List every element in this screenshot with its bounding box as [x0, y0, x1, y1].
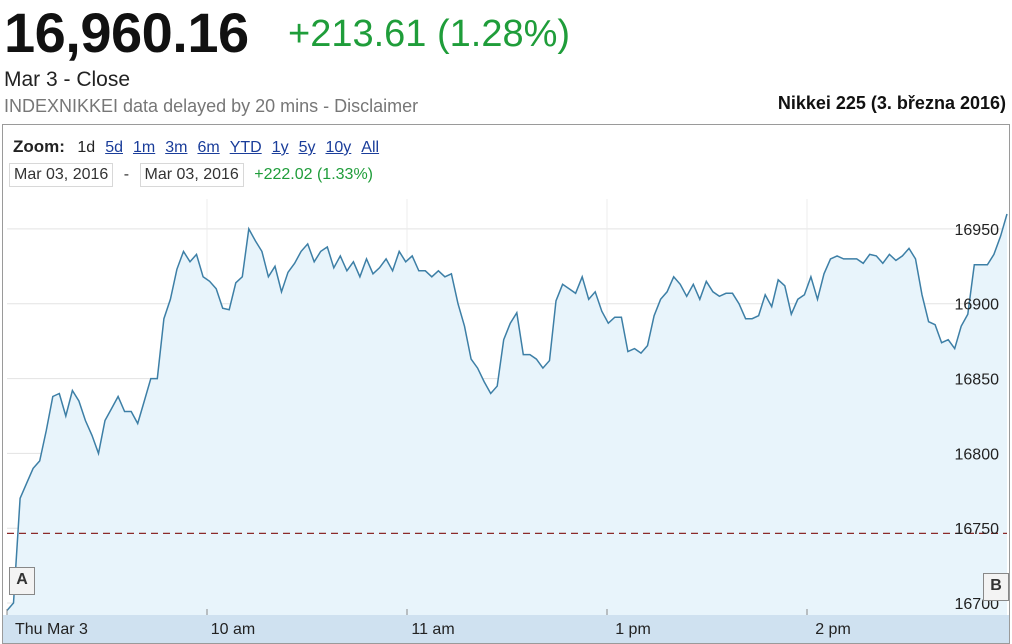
zoom-option-10y[interactable]: 10y	[325, 139, 352, 156]
zoom-option-5y[interactable]: 5y	[298, 139, 316, 156]
chart-frame: 16700 16750 16800 16850 16900 16950 Thu Mar 3…	[2, 124, 1010, 644]
x-tick-label: 10 am	[211, 621, 255, 638]
zoom-label: Zoom:	[13, 137, 65, 156]
close-label: Mar 3 - Close	[4, 68, 131, 91]
x-tick-label: 2 pm	[815, 621, 851, 638]
range-handle-right[interactable]: B	[983, 573, 1009, 601]
x-tick-label: Thu Mar 3	[15, 621, 88, 638]
y-tick-label: 16900	[955, 297, 1000, 314]
zoom-option-3m[interactable]: 3m	[165, 139, 188, 156]
quote-price: 16,960.16	[4, 1, 249, 64]
range-handle-left[interactable]: A	[9, 567, 35, 595]
y-tick-label: 16750	[955, 521, 1000, 538]
zoom-option-all[interactable]: All	[361, 139, 380, 156]
zoom-option-ytd[interactable]: YTD	[229, 139, 262, 156]
price-area	[7, 214, 1007, 615]
range-end-date[interactable]: Mar 03, 2016	[139, 163, 244, 187]
date-range-row: Mar 03, 2016 - Mar 03, 2016 +222.02 (1.3…	[9, 163, 373, 187]
data-source-line: INDEXNIKKEI data delayed by 20 mins - Di…	[4, 96, 419, 116]
range-start-date[interactable]: Mar 03, 2016	[9, 163, 114, 187]
zoom-option-1d[interactable]: 1d	[77, 139, 96, 156]
x-axis-ticks: Thu Mar 3 10 am 11 am 1 pm 2 pm	[6, 609, 851, 638]
zoom-option-6m[interactable]: 6m	[197, 139, 220, 156]
range-separator: -	[123, 166, 130, 183]
zoom-controls: Zoom: 1d 5d 1m 3m 6m YTD 1y 5y 10y All	[13, 137, 389, 157]
quote-change: +213.61 (1.28%)	[288, 13, 571, 55]
zoom-option-1m[interactable]: 1m	[132, 139, 156, 156]
price-line	[6, 213, 1008, 611]
y-tick-label: 16850	[955, 372, 1000, 389]
x-tick-label: 11 am	[411, 621, 454, 638]
y-tick-label: 16950	[955, 222, 1000, 239]
y-tick-label: 16800	[955, 446, 1000, 463]
range-change: +222.02 (1.33%)	[254, 166, 373, 183]
zoom-option-1y[interactable]: 1y	[271, 139, 289, 156]
zoom-option-5d[interactable]: 5d	[105, 139, 123, 156]
chart-caption: Nikkei 225 (3. března 2016)	[777, 93, 1006, 113]
x-tick-label: 1 pm	[615, 621, 651, 638]
x-axis-band	[3, 615, 1009, 643]
